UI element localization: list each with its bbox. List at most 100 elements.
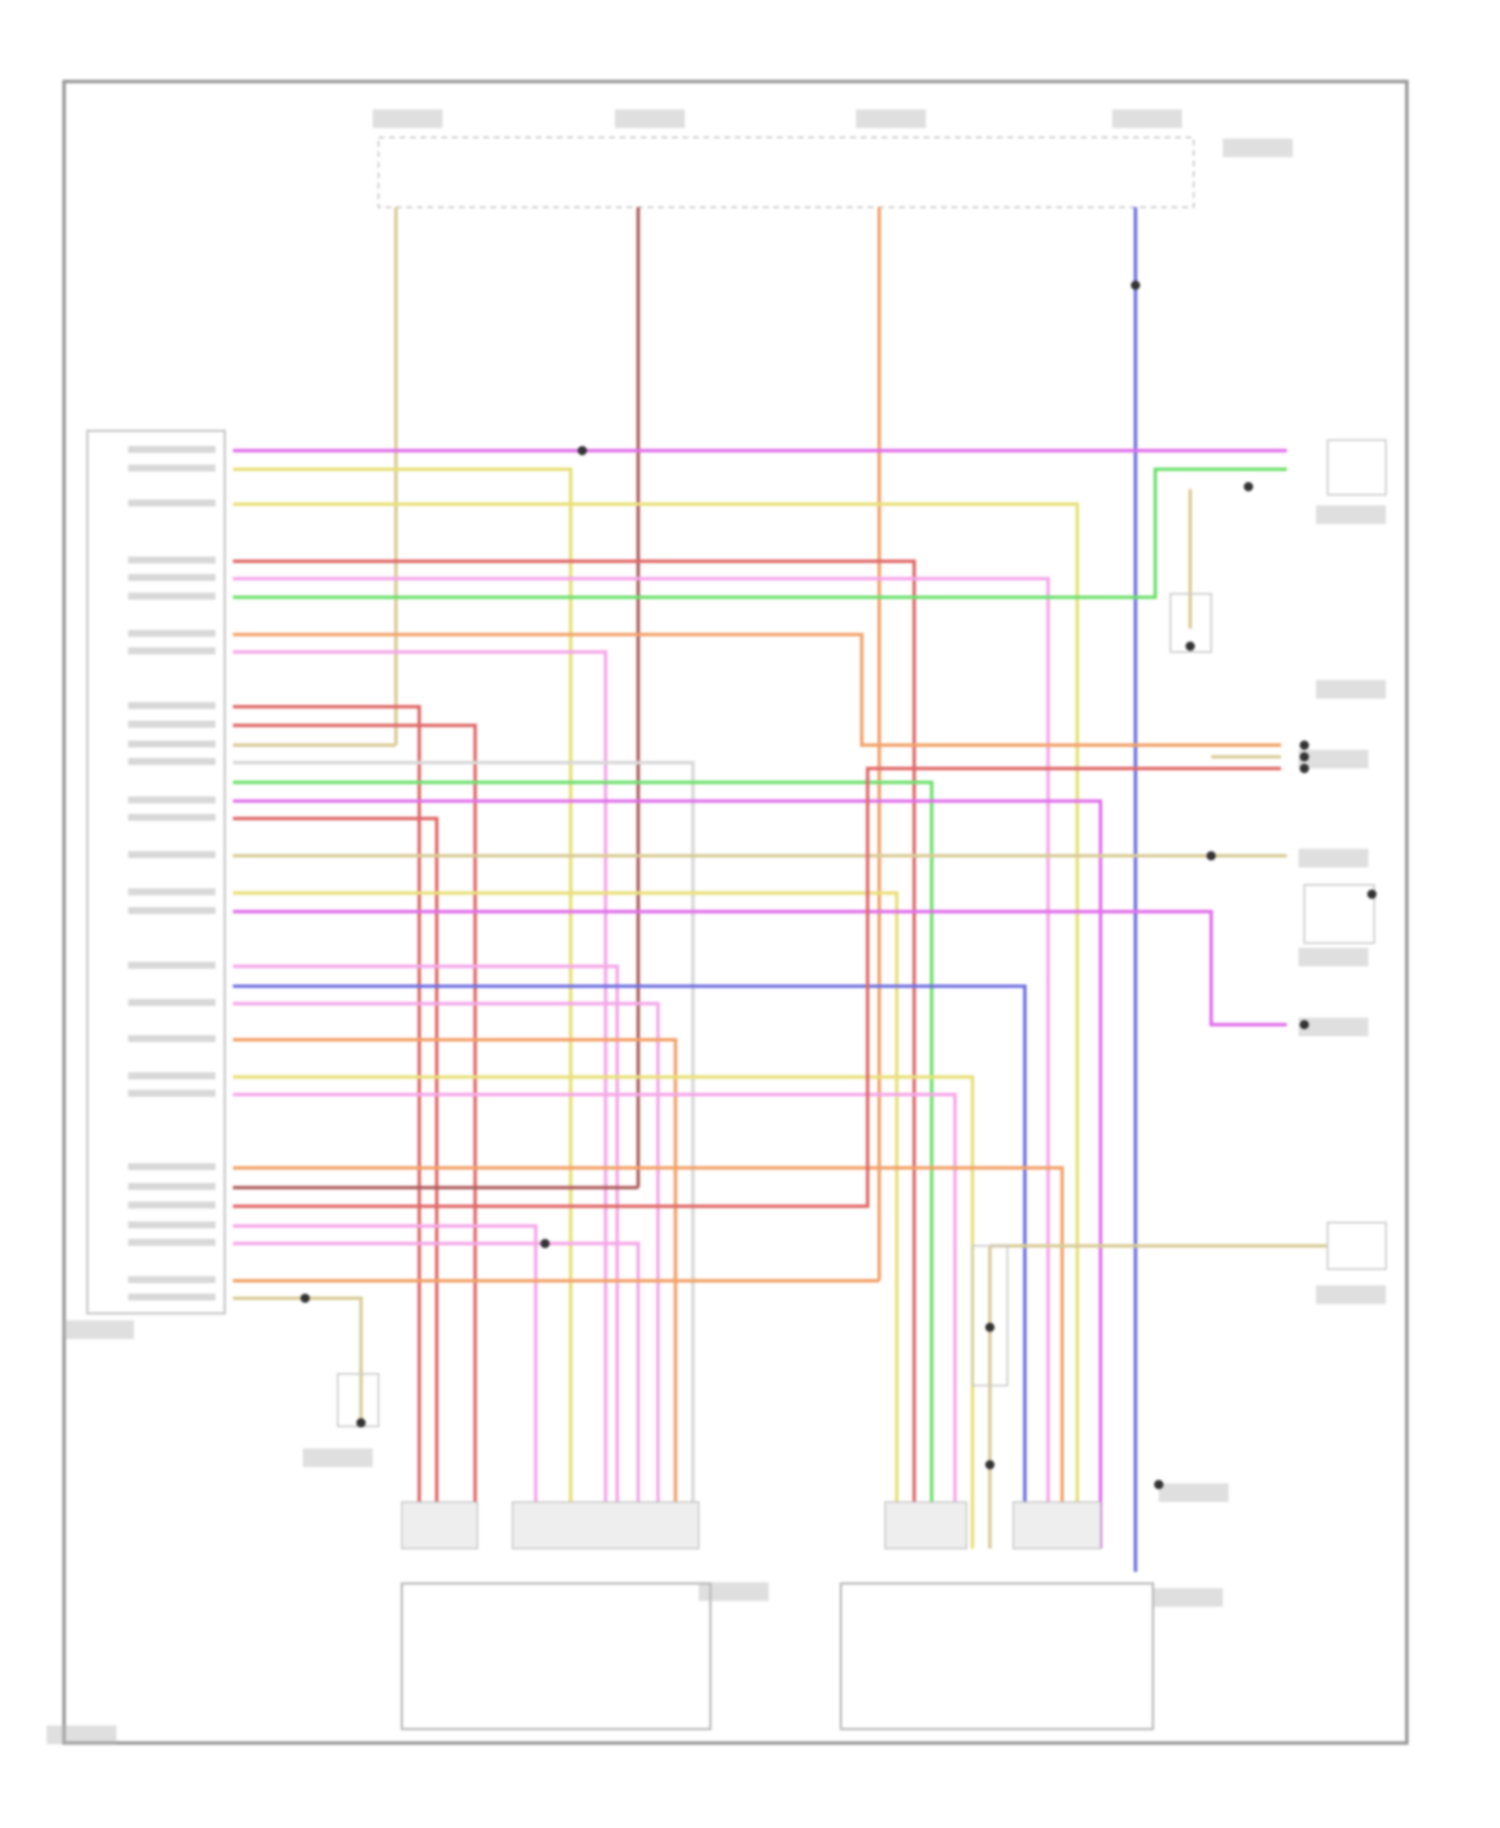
wire-magenta — [232, 909, 1287, 1027]
wire-pink — [232, 1001, 660, 1549]
splice-dot — [1367, 889, 1377, 899]
splice-dot — [985, 1460, 995, 1470]
pin-label-placeholder — [128, 629, 216, 637]
splice-dot — [1299, 740, 1310, 750]
wire-pink — [232, 1224, 538, 1549]
components — [300, 280, 1387, 1731]
diagram-frame — [62, 79, 1409, 1745]
splice-dot — [1206, 851, 1216, 861]
pin-label-placeholder — [128, 1221, 216, 1229]
wire-green — [232, 780, 934, 1549]
component-label-placeholder — [1112, 109, 1183, 129]
wire-pink — [232, 1241, 640, 1549]
module-box-left — [400, 1582, 712, 1731]
component-label-placeholder — [1298, 749, 1369, 769]
splice-dot — [1243, 482, 1254, 492]
pin-label-placeholder — [128, 851, 216, 859]
component-label-placeholder — [1222, 138, 1293, 158]
pin-label-placeholder — [128, 499, 216, 507]
splice-dot — [1299, 1019, 1310, 1030]
component-label-placeholder — [64, 1320, 134, 1339]
splice-dot — [356, 1418, 366, 1428]
wire-red — [232, 723, 477, 1549]
component-label-placeholder — [302, 1448, 373, 1468]
pin-label-placeholder — [128, 757, 216, 765]
wire-gray — [232, 760, 695, 1549]
pin-label-placeholder — [128, 1089, 216, 1097]
wire-orange — [232, 632, 1282, 747]
pin-label-placeholder — [128, 796, 216, 804]
pin-label-placeholder — [128, 1163, 216, 1171]
wire-yellow — [232, 502, 1079, 1549]
pin-label-placeholder — [128, 907, 216, 914]
wire-orange — [232, 1038, 678, 1549]
component-label-placeholder — [614, 109, 685, 129]
wire-pink — [232, 964, 619, 1549]
pin-label-placeholder — [128, 574, 216, 582]
pin-label-placeholder — [128, 813, 216, 821]
component-label-placeholder — [855, 109, 926, 129]
pin-label-placeholder — [128, 888, 216, 896]
wire-orange — [232, 1166, 1064, 1549]
wire-blue — [232, 984, 1027, 1549]
component-box — [336, 1373, 380, 1428]
splice-dot — [985, 1322, 995, 1332]
wire-yellow — [232, 891, 899, 1549]
connector — [1012, 1501, 1102, 1550]
module-box-right — [839, 1582, 1155, 1731]
wire-pink — [232, 650, 608, 1549]
wire-tan — [232, 1296, 363, 1421]
splice-dot — [1299, 752, 1310, 762]
pin-label-placeholder — [128, 1035, 216, 1043]
component-label-placeholder — [1298, 1017, 1369, 1037]
connector — [401, 1501, 479, 1550]
pin-label-placeholder — [128, 961, 216, 969]
wire-magenta — [232, 799, 1103, 1549]
pin-label-placeholder — [128, 1072, 216, 1080]
pin-label-placeholder — [128, 702, 216, 710]
fuse-block — [377, 136, 1195, 209]
splice-dot — [540, 1238, 550, 1249]
component-label-placeholder — [1298, 947, 1369, 967]
component-label-placeholder — [1158, 1483, 1229, 1502]
pin-label-placeholder — [128, 1201, 216, 1209]
splice-dot — [1154, 1479, 1164, 1490]
labels — [46, 109, 1386, 1745]
pin-label-placeholder — [128, 556, 216, 564]
pin-label-placeholder — [128, 464, 216, 472]
wire-red — [232, 816, 439, 1549]
pin-label-placeholder — [128, 1182, 216, 1190]
splice-dot — [1130, 280, 1141, 290]
component-box — [1303, 884, 1376, 944]
component-box — [1326, 1221, 1387, 1270]
component-label-placeholder — [698, 1582, 769, 1601]
component-box — [971, 1244, 1009, 1387]
pin-label-placeholder — [128, 445, 216, 453]
component-label-placeholder — [1152, 1588, 1223, 1607]
component-box — [1169, 592, 1213, 653]
pin-label-placeholder — [128, 1293, 216, 1301]
pin-label-placeholder — [128, 720, 216, 728]
pin-label-placeholder — [128, 1276, 216, 1284]
wire-red — [232, 559, 916, 1549]
splice-dot — [577, 445, 587, 456]
wire-red — [232, 766, 1282, 1208]
wire-yellow — [232, 467, 573, 1549]
component-label-placeholder — [372, 109, 443, 129]
component-label-placeholder — [1298, 848, 1369, 868]
connector — [884, 1501, 968, 1550]
component-box — [1326, 439, 1387, 496]
component-label-placeholder — [1315, 505, 1386, 524]
wire-red — [232, 705, 422, 1549]
wires — [232, 207, 1328, 1572]
wire-yellow — [232, 1075, 975, 1549]
wire-pink — [232, 1092, 957, 1549]
pin-label-placeholder — [128, 998, 216, 1006]
wire-pink — [232, 576, 1050, 1549]
component-label-placeholder — [1315, 1285, 1386, 1305]
pin-label-placeholder — [128, 592, 216, 600]
wire-green — [232, 467, 1287, 600]
splice-dot — [1185, 641, 1195, 651]
component-label-placeholder — [1315, 679, 1386, 699]
